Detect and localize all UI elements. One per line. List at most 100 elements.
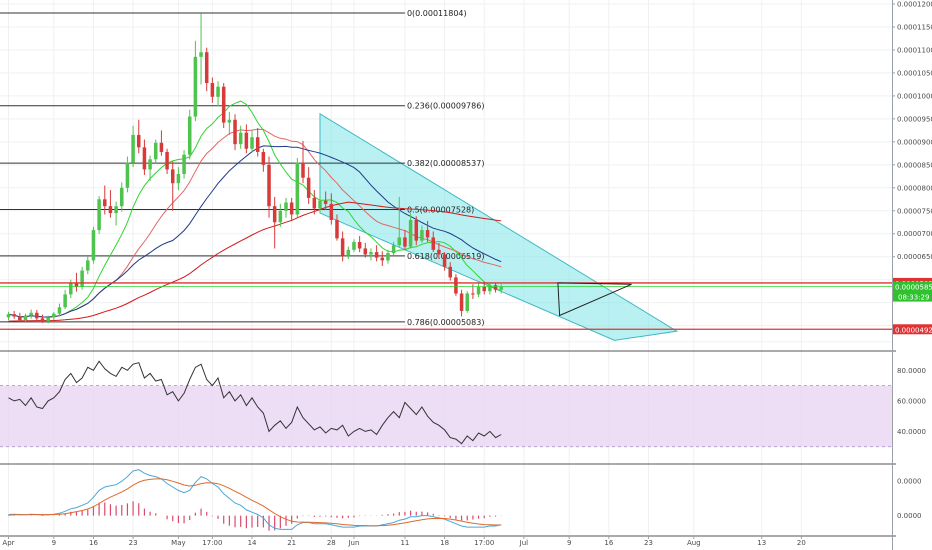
macd-panel[interactable]: 0.0000 0.0000 — [7, 469, 922, 531]
candle-body — [301, 162, 305, 178]
time-tick-label: 21 — [287, 539, 296, 547]
candle-body — [408, 219, 413, 247]
time-tick-label: 9 — [567, 539, 571, 547]
candle-body — [238, 132, 243, 145]
time-tick-label: May — [171, 539, 185, 547]
time-tick-label: 23 — [644, 539, 653, 547]
last-price-tag — [893, 281, 932, 302]
candle-body — [244, 132, 249, 149]
candle-body — [459, 293, 464, 311]
candle-body — [204, 52, 209, 84]
candle-body — [471, 293, 475, 295]
time-tick-label: 14 — [248, 539, 257, 547]
macd-line — [8, 469, 502, 530]
candle-body — [199, 52, 203, 57]
candle-body — [159, 142, 164, 152]
candle-body — [57, 307, 62, 314]
candle-body — [131, 134, 135, 163]
candle-body — [80, 270, 84, 287]
price-tick-label: 0.00011500 — [897, 23, 932, 31]
horizontal-levels[interactable]: 0.000059390.000049210.0000585308:33:29 — [0, 277, 932, 335]
rsi-tick-label: 40.0000 — [897, 428, 926, 436]
triangle-outline[interactable] — [557, 282, 632, 317]
candle-body — [216, 86, 220, 97]
time-axis[interactable]: Apr 9 16 23 May 17:00 14 21 28 Jun 11 18 17:00 Jul 9 16… — [2, 536, 806, 547]
fib-level-label: 0.382(0.00008537) — [407, 159, 485, 168]
candle-body — [142, 147, 147, 170]
candle-body — [187, 116, 192, 155]
candle-body — [165, 151, 169, 170]
candle-body — [420, 230, 424, 241]
candle-body — [227, 119, 232, 123]
candle-body — [35, 312, 39, 319]
candle-body — [323, 200, 328, 204]
candle-body — [403, 237, 407, 247]
candle-body — [267, 164, 271, 207]
candle-body — [425, 230, 430, 238]
candle-body — [97, 199, 101, 231]
time-tick-label: Jun — [347, 539, 359, 547]
time-tick-label: 9 — [52, 539, 56, 547]
candle-body — [29, 312, 33, 316]
candle-body — [318, 200, 322, 209]
price-tick-label: 0.00010000 — [897, 92, 932, 100]
candle-body — [176, 174, 181, 184]
level-price-tag — [893, 324, 932, 335]
macd-tick-label: 0.0000 — [897, 512, 922, 520]
candle-body — [221, 86, 226, 123]
candle-body — [391, 245, 396, 254]
candle-body — [120, 187, 124, 207]
candle-body — [210, 83, 215, 97]
time-tick-label: 11 — [400, 539, 409, 547]
candle-body — [437, 249, 441, 255]
time-tick-label: Jul — [519, 539, 529, 547]
candle-body — [182, 154, 186, 175]
fib-level-label: 0.786(0.00005083) — [407, 318, 485, 327]
price-tick-label: 0.00008000 — [897, 184, 932, 192]
time-tick-label: 16 — [89, 539, 98, 547]
candle-body — [499, 286, 503, 290]
candle-body — [369, 252, 373, 255]
candle-body — [284, 202, 288, 211]
time-tick-label: 17:00 — [202, 539, 222, 547]
candle-body — [46, 317, 50, 322]
price-tick-label: 0.00009000 — [897, 138, 932, 146]
ma-long-line — [8, 201, 502, 322]
candle-body — [86, 260, 90, 271]
rsi-tick-label: 80.0000 — [897, 367, 926, 375]
candle-body — [476, 286, 481, 295]
candle-body — [414, 219, 419, 241]
candle-body — [295, 162, 300, 215]
candle-body — [442, 254, 447, 267]
candle-body — [465, 293, 469, 311]
candle-body — [482, 286, 486, 292]
macd-tick-label: 0.0000 — [897, 478, 922, 486]
candle-body — [91, 230, 96, 261]
candle-body — [380, 257, 385, 261]
time-tick-label: 13 — [757, 539, 766, 547]
candle-body — [448, 266, 453, 278]
macd-signal-line — [8, 478, 502, 527]
candle-body — [103, 199, 107, 207]
price-axis[interactable]: 0.00006500 0.00007000 0.00007500 0.00008000… — [892, 1, 932, 262]
fib-level-label: 0(0.00011804) — [407, 9, 467, 18]
time-tick-label: 17:00 — [474, 539, 494, 547]
candle-body — [454, 277, 458, 294]
time-tick-label: Aug — [687, 539, 701, 547]
price-tick-label: 0.00008500 — [897, 161, 932, 169]
ma-slow-line — [8, 145, 502, 318]
time-tick-label: 28 — [327, 539, 336, 547]
candle-body — [108, 206, 113, 214]
candle-body — [40, 318, 45, 322]
moving-averages — [8, 100, 502, 322]
candle-body — [114, 206, 118, 214]
candle-body — [23, 315, 28, 321]
triangle-pattern[interactable] — [557, 282, 632, 317]
rsi-panel[interactable]: 40.0000 60.0000 80.0000 — [0, 360, 926, 448]
candle-body — [6, 314, 11, 318]
candle-body — [352, 242, 356, 250]
time-tick-label: 18 — [440, 539, 449, 547]
candle-body — [335, 219, 339, 239]
candle-body — [357, 242, 362, 249]
